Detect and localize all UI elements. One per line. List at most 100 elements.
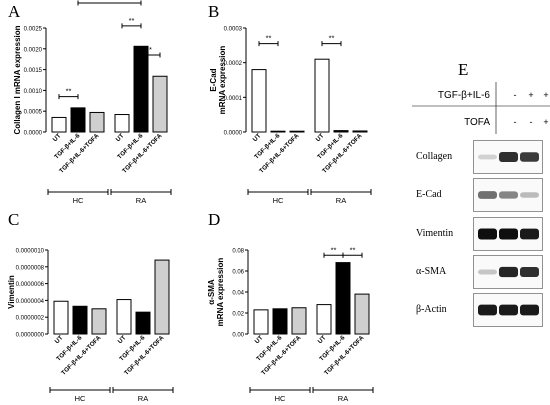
chart-b: 0.0000 0.0001 0.0002 0.0003 E-Cad mRNA expres… xyxy=(209,27,372,205)
chart-b-significance-label: ** xyxy=(266,34,272,43)
chart-d-bar xyxy=(272,308,288,335)
chart-c-bar xyxy=(135,311,151,335)
chart-c-x-tick-label: UT xyxy=(117,334,128,345)
chart-d-group-label: HC xyxy=(275,394,286,403)
chart-a-x-tick-label: UT xyxy=(115,132,126,143)
chart-a-y-tick-label: 0.0015 xyxy=(24,68,43,74)
chart-c-bar xyxy=(72,305,88,335)
chart-c-y-tick-label: 0.0000002 xyxy=(16,316,45,322)
chart-c: 0.0000000 0.0000002 0.0000004 0.0000006 0.00… xyxy=(7,249,174,403)
chart-a-bar xyxy=(152,75,168,133)
blot-row-label: α-SMA xyxy=(416,266,447,277)
blot-treatment-label: TOFA xyxy=(464,117,490,128)
chart-b-significance-label: ** xyxy=(329,34,335,43)
chart-a-y-tick-label: 0.0000 xyxy=(24,131,43,137)
chart-d-bar xyxy=(291,307,307,335)
blot-band xyxy=(520,152,539,162)
chart-b-y-tick-label: 0.0002 xyxy=(224,61,243,67)
chart-b-y-axis-label: mRNA expression xyxy=(218,46,227,115)
blot-band xyxy=(499,152,518,162)
chart-d-y-axis-label: mRNA expression xyxy=(216,258,225,327)
blot-treatment-label: TGF-β+IL-6 xyxy=(438,90,491,101)
chart-c-group-label: RA xyxy=(138,394,148,403)
chart-c-y-tick-label: 0.0000004 xyxy=(16,299,45,305)
blot-band xyxy=(499,266,518,278)
chart-c-y-tick-label: 0.0000006 xyxy=(16,282,45,288)
blot-band xyxy=(478,304,497,316)
chart-d-group-label: RA xyxy=(338,394,348,403)
blot-sign: + xyxy=(528,90,533,100)
blot-row-label: Vimentin xyxy=(416,228,454,239)
chart-d-bar xyxy=(316,304,332,335)
panel-letter-b: B xyxy=(208,2,220,21)
chart-a-y-tick-label: 0.0020 xyxy=(24,47,43,53)
blot-band xyxy=(478,154,497,160)
chart-b-y-tick-label: 0.0001 xyxy=(224,96,243,102)
chart-a-significance-label: * xyxy=(149,45,152,54)
chart-d-significance-label: ** xyxy=(350,245,356,254)
chart-a-bar xyxy=(51,116,67,133)
chart-b-group-label: HC xyxy=(273,196,284,205)
chart-c-y-tick-label: 0.0000008 xyxy=(16,265,45,271)
chart-d-significance-label: ** xyxy=(331,245,337,254)
chart-a-bar xyxy=(133,45,149,133)
chart-b-bar xyxy=(333,130,349,133)
chart-d-y-tick-label: 0.08 xyxy=(232,249,244,255)
blot-band xyxy=(499,191,518,199)
chart-b-y-tick-label: 0.0000 xyxy=(224,131,243,137)
chart-b-x-tick-label: UT xyxy=(252,132,263,143)
blot-band xyxy=(478,191,497,199)
chart-a-significance-label: ** xyxy=(107,0,113,2)
blot-membrane xyxy=(473,178,543,212)
chart-b-bar xyxy=(352,130,368,133)
chart-a-y-tick-label: 0.0010 xyxy=(24,89,43,95)
blot-membrane xyxy=(473,217,543,251)
chart-a-significance-label: ** xyxy=(66,87,72,96)
blot-band xyxy=(499,228,518,240)
chart-b-bar xyxy=(270,130,286,133)
blot-membrane xyxy=(473,140,543,174)
chart-b-y-tick-label: 0.0003 xyxy=(224,27,243,33)
chart-c-bar xyxy=(53,300,69,335)
panel-letter-d: D xyxy=(208,210,221,229)
chart-d-x-tick-label: UT xyxy=(317,334,328,345)
chart-d-bar xyxy=(335,262,351,335)
blot-row-label: Collagen xyxy=(416,151,453,162)
blot-band xyxy=(478,228,497,240)
chart-c-y-axis-label: Vimentin xyxy=(7,275,16,309)
chart-b-group-label: RA xyxy=(336,196,346,205)
chart-d-y-axis-label: α-SMA xyxy=(207,279,216,305)
blot-sign: - xyxy=(514,117,517,127)
panel-letter-a: A xyxy=(8,2,21,21)
chart-a-bar xyxy=(114,114,130,133)
chart-a-y-axis-label: Collagen I mRNA expression xyxy=(13,25,22,134)
chart-a-y-tick-label: 0.0025 xyxy=(24,27,43,33)
blot-sign: + xyxy=(543,90,548,100)
chart-d-bar xyxy=(354,293,370,335)
blot-membrane xyxy=(473,255,543,289)
chart-a-significance-label: ** xyxy=(129,16,135,25)
blot-row-label: E-Cad xyxy=(416,189,442,200)
blot-sign: - xyxy=(514,90,517,100)
chart-c-y-tick-label: 0.0000000 xyxy=(16,333,45,339)
blot-band xyxy=(499,304,518,316)
chart-a-bar xyxy=(70,107,86,133)
blot-band xyxy=(520,267,539,277)
blot-sign: + xyxy=(543,117,548,127)
blot-band xyxy=(520,228,539,240)
chart-d-bar xyxy=(253,309,269,335)
chart-b-x-tick-label: UT xyxy=(315,132,326,143)
chart-b-bar xyxy=(251,69,267,133)
blot-band xyxy=(520,192,539,198)
chart-a-y-tick-label: 0.0005 xyxy=(24,110,43,116)
chart-d: 0.00 0.02 0.04 0.06 0.08 α-SMA mRNA expression… xyxy=(207,245,374,403)
chart-c-x-tick-label: UT xyxy=(54,334,65,345)
blot-sign: - xyxy=(530,117,533,127)
chart-d-y-tick-label: 0.06 xyxy=(232,270,244,276)
chart-c-bar xyxy=(91,308,107,335)
chart-a-group-label: RA xyxy=(136,196,146,205)
chart-d-y-tick-label: 0.04 xyxy=(232,291,244,297)
chart-d-x-tick-label: UT xyxy=(254,334,265,345)
chart-c-bar xyxy=(154,259,170,335)
panel-letter-c: C xyxy=(8,210,20,229)
